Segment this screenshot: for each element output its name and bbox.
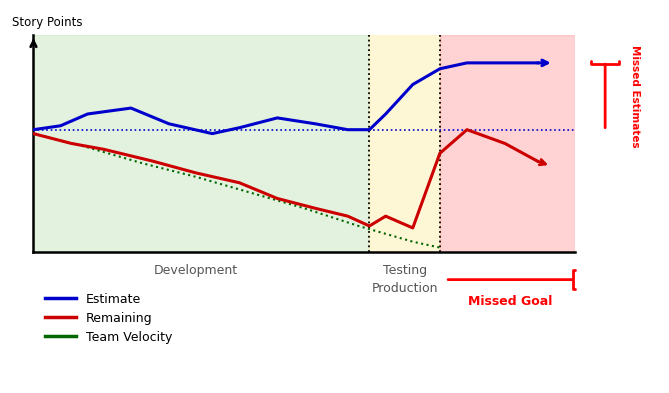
Text: Missed Estimates: Missed Estimates [630,44,640,147]
Text: Development: Development [154,264,238,277]
Bar [33,35,369,252]
Text: Testing: Testing [383,264,427,277]
Legend: Estimate, Remaining, Team Velocity: Estimate, Remaining, Team Velocity [39,288,177,349]
Text: Production: Production [371,282,438,295]
Text: Missed Goal: Missed Goal [468,295,553,308]
Bar [440,35,575,252]
Text: Story Points: Story Points [12,16,82,29]
Bar [369,35,440,252]
